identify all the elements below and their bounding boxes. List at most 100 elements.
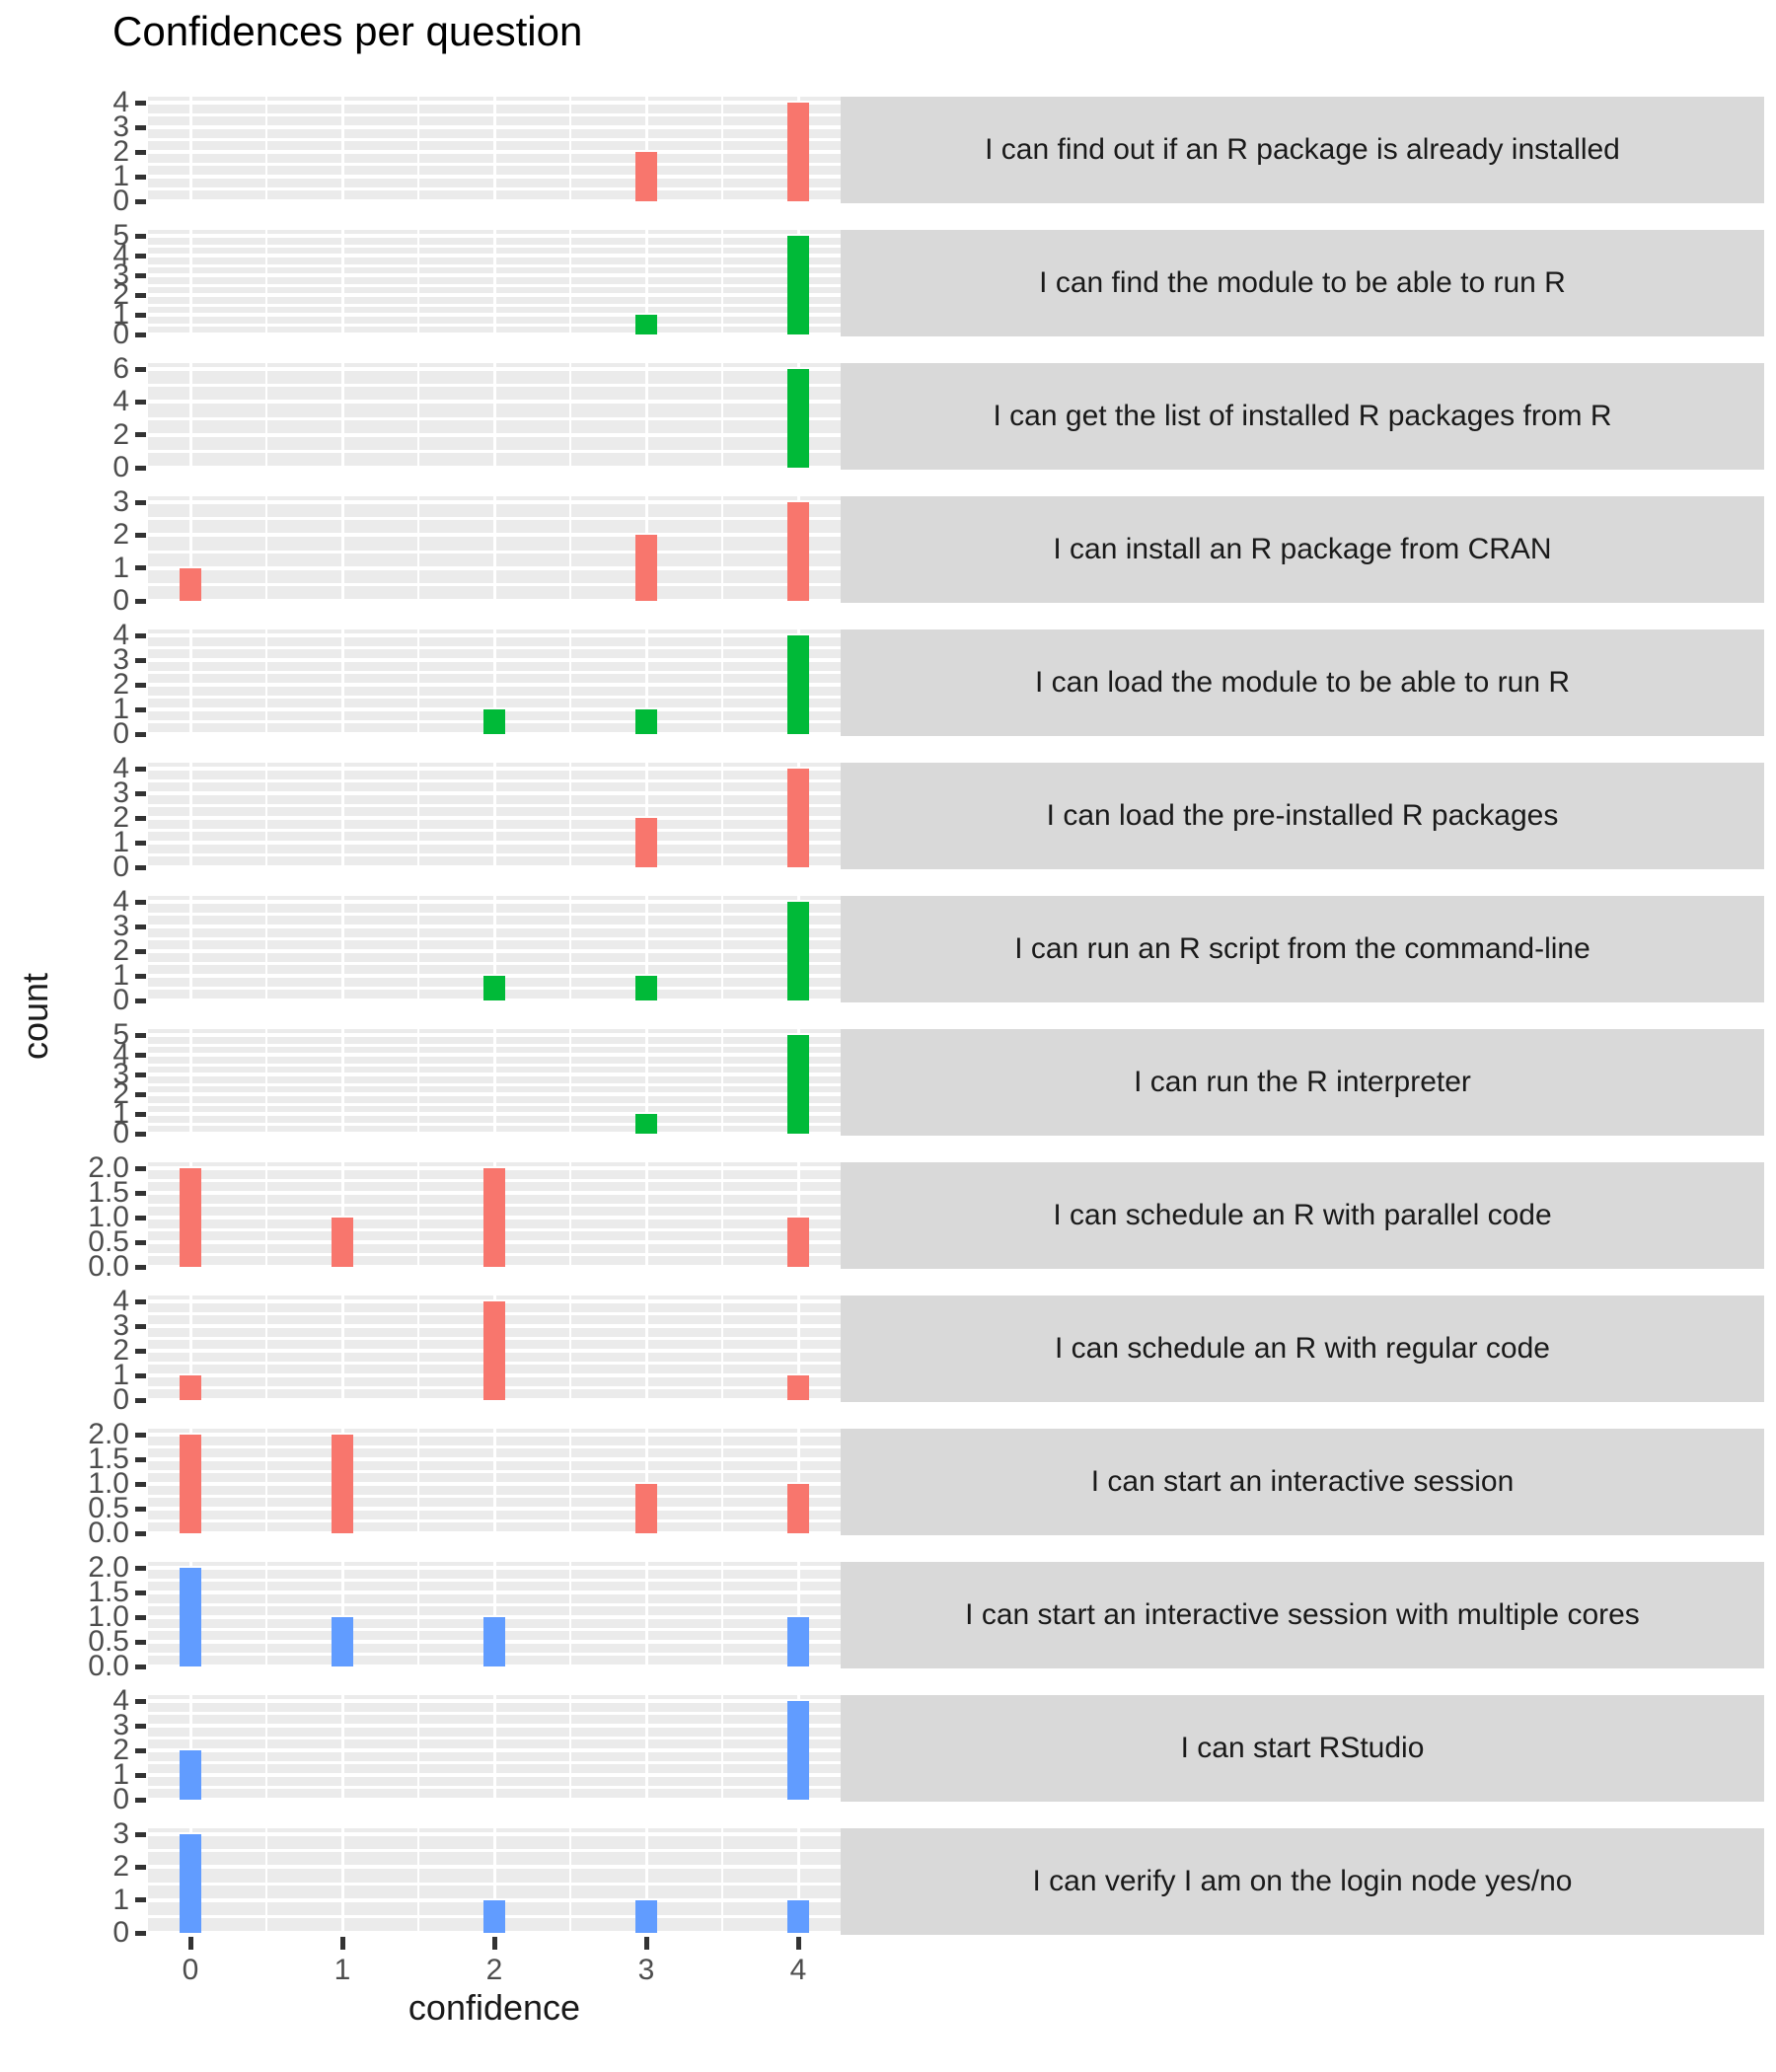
y-tick-label: 3 [112, 1817, 129, 1850]
gridline-h-minor [148, 1063, 841, 1067]
bar [483, 709, 505, 734]
gridline-v-minor [569, 1828, 571, 1935]
x-tick-label: 0 [182, 1954, 199, 1986]
gridline-h-minor [148, 550, 841, 554]
y-tick-label: 1 [112, 1758, 129, 1791]
gridline-h-major [148, 900, 841, 904]
gridline-h-major [148, 313, 841, 317]
gridline-h-minor [148, 1082, 841, 1086]
y-tick-mark [135, 1664, 146, 1669]
gridline-h-minor [148, 384, 841, 388]
gridline-h-minor [148, 323, 841, 327]
gridline-h-minor [148, 1849, 841, 1853]
y-tick-label: 1.5 [88, 1176, 129, 1209]
gridline-v-minor [417, 363, 419, 470]
y-tick-mark [135, 1639, 146, 1645]
y-tick-label: 0 [112, 451, 129, 483]
facet-panel [148, 1695, 841, 1802]
bar [787, 369, 809, 468]
y-tick-mark [135, 1864, 146, 1870]
y-tick-label: 1 [112, 1097, 129, 1130]
y-tick-mark [135, 432, 146, 438]
y-tick-mark [135, 465, 146, 471]
facet-strip: I can run an R script from the command-l… [841, 896, 1764, 1002]
y-tick-label: 2.0 [88, 1551, 129, 1584]
y-tick-mark [135, 1723, 146, 1729]
facet-row: 0.0 0.5 1.0 1.5 2.0 I can start an interactiv… [0, 1553, 1776, 1681]
facet-strip-label: I can get the list of installed R packag… [993, 400, 1612, 432]
bar [483, 1168, 505, 1267]
bar [180, 1168, 201, 1267]
gridline-v-major [340, 363, 344, 470]
y-tick-label: 0 [112, 717, 129, 750]
gridline-h-major [148, 1398, 841, 1402]
facet-strip-label: I can schedule an R with regular code [1055, 1332, 1550, 1365]
gridline-v-major [340, 1828, 344, 1935]
gridline-h-minor [148, 416, 841, 420]
gridline-v-major [644, 1828, 648, 1935]
bar [787, 1218, 809, 1267]
gridline-h-major [148, 1531, 841, 1535]
facet-strip: I can run the R interpreter [841, 1029, 1764, 1136]
facet-panel [148, 230, 841, 336]
facet-strip-label: I can run the R interpreter [1134, 1066, 1471, 1098]
gridline-v-minor [569, 230, 571, 336]
y-tick-label: 0.5 [88, 1225, 129, 1258]
gridline-h-major [148, 254, 841, 258]
bar [180, 1435, 201, 1533]
facet-strip-label: I can start RStudio [1180, 1732, 1425, 1764]
facet-strip-label: I can find out if an R package is alread… [985, 133, 1620, 166]
gridline-h-minor [148, 283, 841, 287]
y-tick-mark [135, 998, 146, 1003]
y-tick-mark [135, 924, 146, 929]
y-tick-label: 1 [112, 1359, 129, 1391]
facet-strip-label: I can schedule an R with parallel code [1053, 1199, 1552, 1231]
bar [635, 315, 657, 334]
bar [180, 1375, 201, 1400]
gridline-h-major [148, 199, 841, 203]
bar [787, 502, 809, 601]
y-tick-label: 0 [112, 1783, 129, 1815]
y-tick-label: 2 [112, 1077, 129, 1110]
y-tick-label: 3 [112, 1309, 129, 1342]
y-tick-label: 1 [112, 551, 129, 584]
gridline-h-minor [148, 1445, 841, 1448]
y-tick-label: 2 [112, 934, 129, 967]
y-tick-label: 3 [112, 485, 129, 518]
y-tick-mark [135, 766, 146, 772]
y-tick-mark [135, 1506, 146, 1512]
y-tick-label: 1.0 [88, 1600, 129, 1633]
y-tick-mark [135, 532, 146, 538]
gridline-v-minor [417, 1828, 419, 1935]
gridline-h-major [148, 865, 841, 869]
gridline-h-minor [148, 913, 841, 916]
gridline-v-minor [721, 1828, 723, 1935]
y-tick-label: 0.5 [88, 1625, 129, 1658]
y-tick-mark [135, 312, 146, 318]
facet-strip-label: I can load the pre-installed R packages [1046, 799, 1559, 832]
x-axis-title: confidence [407, 1987, 581, 2028]
gridline-h-major [148, 1665, 841, 1668]
y-tick-label: 2 [112, 417, 129, 451]
y-tick-label: 4 [112, 239, 129, 271]
gridline-v-major [796, 1828, 800, 1935]
facet-strip: I can load the module to be able to run … [841, 629, 1764, 736]
gridline-v-major [340, 1029, 344, 1136]
gridline-h-major [148, 599, 841, 603]
gridline-h-minor [148, 1882, 841, 1886]
gridline-h-major [148, 101, 841, 105]
y-tick-mark [135, 233, 146, 239]
y-tick-label: 1.5 [88, 1443, 129, 1475]
gridline-h-minor [148, 1102, 841, 1106]
y-tick-label: 3 [112, 111, 129, 143]
y-tick-label: 2 [112, 801, 129, 834]
facet-panel [148, 1828, 841, 1935]
gridline-h-major [148, 816, 841, 820]
bar [787, 1899, 809, 1933]
y-tick-mark [135, 1072, 146, 1077]
y-tick-label: 4 [112, 1684, 129, 1717]
y-tick-mark [135, 149, 146, 155]
